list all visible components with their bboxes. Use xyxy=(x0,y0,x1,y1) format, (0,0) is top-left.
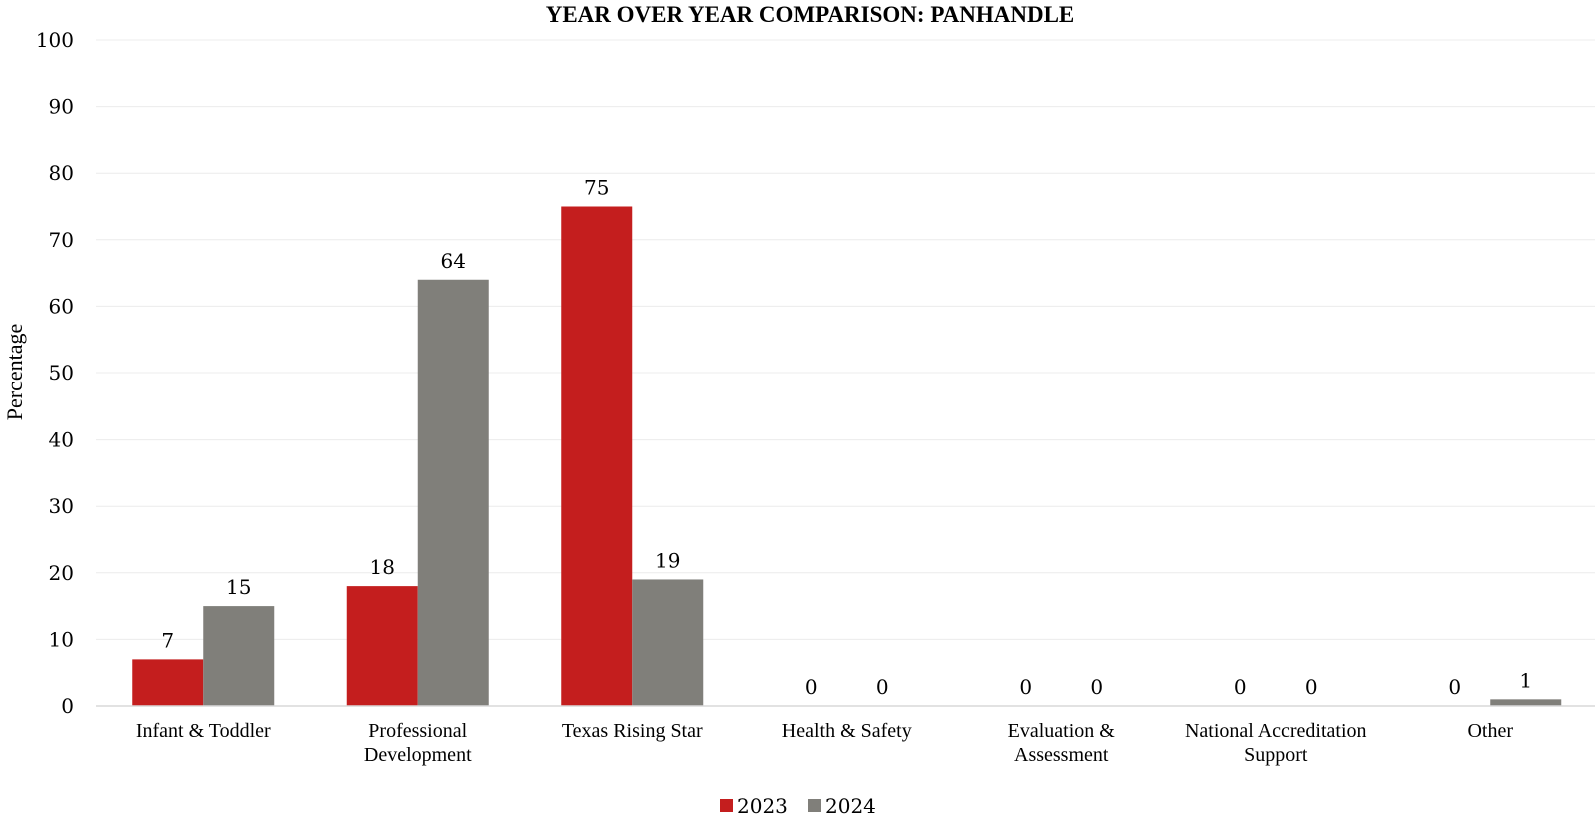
category-label: Texas Rising Star xyxy=(562,720,703,742)
data-label-2023: 0 xyxy=(1234,675,1247,699)
y-tick-label: 30 xyxy=(49,494,74,518)
y-tick-label: 80 xyxy=(49,161,74,185)
y-axis-ticks: 0 10 20 30 40 50 60 70 80 90 100 xyxy=(36,28,74,718)
category-label: Infant & Toddler xyxy=(136,720,271,742)
y-tick-label: 90 xyxy=(49,95,74,119)
y-tick-label: 50 xyxy=(49,361,74,385)
chart-title: YEAR OVER YEAR COMPARISON: PANHANDLE xyxy=(546,2,1075,27)
data-label-2023: 18 xyxy=(370,555,395,579)
category-labels: Infant & Toddler Professional Development T… xyxy=(136,720,1514,766)
y-tick-label: 20 xyxy=(49,561,74,585)
y-axis-title: Percentage xyxy=(2,324,27,421)
y-tick-label: 70 xyxy=(49,228,74,252)
legend: 2023 2024 xyxy=(720,794,876,818)
data-label-2023: 0 xyxy=(1019,675,1032,699)
y-tick-label: 100 xyxy=(36,28,74,52)
bar-2024 xyxy=(203,606,275,706)
bars xyxy=(132,206,1562,706)
legend-swatch-2023 xyxy=(720,799,733,812)
bar-2023 xyxy=(132,659,204,706)
y-tick-label: 40 xyxy=(49,428,74,452)
data-label-2023: 0 xyxy=(805,675,818,699)
legend-label-2023: 2023 xyxy=(737,794,788,818)
data-label-2023: 75 xyxy=(584,176,609,200)
category-label: Other xyxy=(1467,720,1513,742)
data-label-2023: 0 xyxy=(1448,675,1461,699)
gridlines xyxy=(96,39,1595,640)
data-label-2024: 64 xyxy=(441,249,466,273)
y-tick-label: 10 xyxy=(49,627,74,651)
bar-2024 xyxy=(417,279,489,706)
y-tick-label: 60 xyxy=(49,294,74,318)
data-label-2024: 19 xyxy=(655,548,680,572)
bar-2023 xyxy=(346,586,418,706)
data-label-2024: 15 xyxy=(226,575,251,599)
data-label-2023: 7 xyxy=(161,628,174,652)
y-tick-label: 0 xyxy=(61,694,74,718)
data-label-2024: 0 xyxy=(1090,675,1103,699)
data-label-2024: 0 xyxy=(1305,675,1318,699)
data-label-2024: 0 xyxy=(876,675,889,699)
bar-2023 xyxy=(561,206,633,706)
category-label: Health & Safety xyxy=(782,720,912,742)
data-label-2024: 1 xyxy=(1519,668,1532,692)
bar-2024 xyxy=(632,579,704,706)
category-label: Professional Development xyxy=(364,720,472,766)
legend-swatch-2024 xyxy=(808,799,821,812)
category-label: National Accreditation Support xyxy=(1185,720,1367,766)
legend-label-2024: 2024 xyxy=(825,794,876,818)
bar-2024 xyxy=(1490,699,1562,706)
data-labels: 7 18 75 0 0 0 0 15 64 19 0 0 0 1 xyxy=(161,176,1532,700)
category-label: Evaluation & Assessment xyxy=(1008,720,1116,766)
